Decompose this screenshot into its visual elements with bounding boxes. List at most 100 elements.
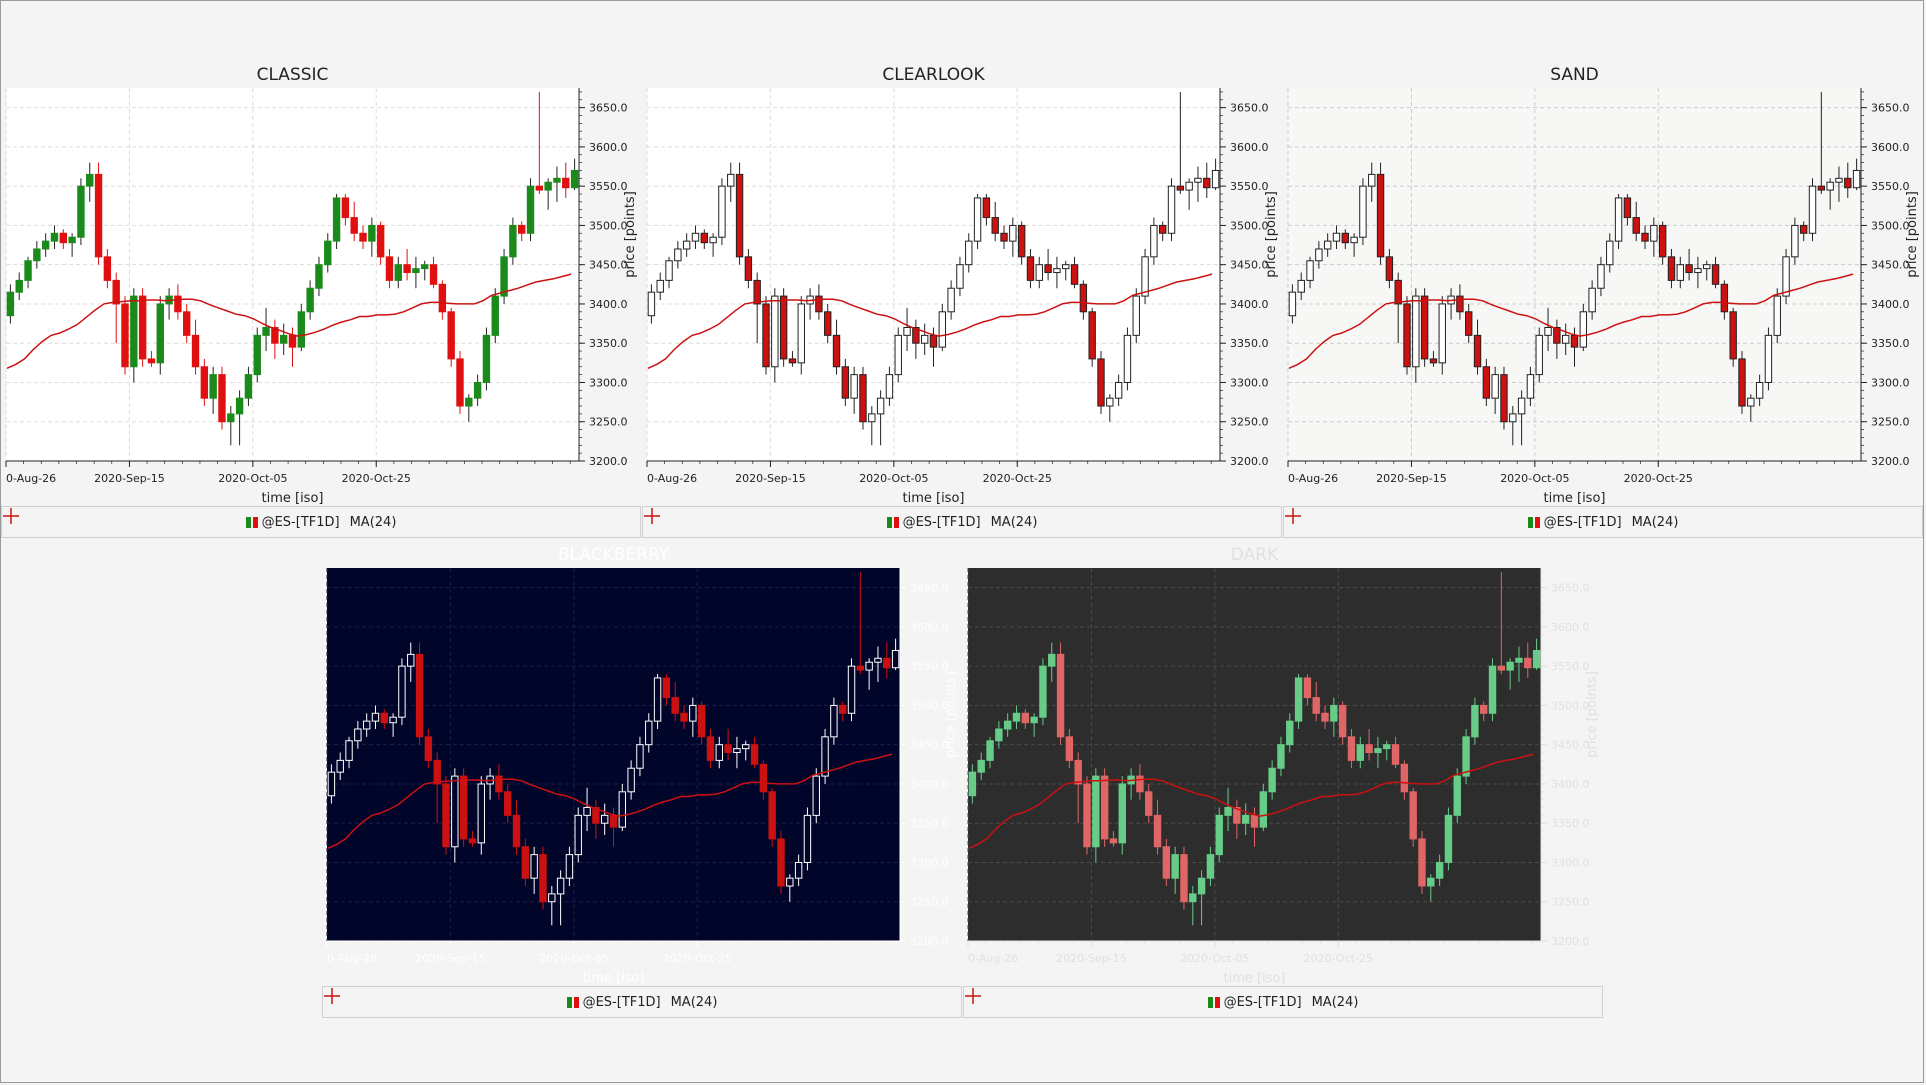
candle[interactable]	[103, 248, 112, 289]
candle[interactable]	[1517, 390, 1526, 446]
candle[interactable]	[1000, 225, 1008, 249]
candle[interactable]	[504, 783, 512, 824]
candle[interactable]	[1017, 221, 1026, 265]
candle[interactable]	[618, 783, 627, 832]
candle[interactable]	[1429, 351, 1438, 367]
candle[interactable]	[271, 319, 279, 359]
candle[interactable]	[830, 697, 838, 745]
candle[interactable]	[350, 201, 358, 242]
candle[interactable]	[1588, 280, 1596, 320]
candle[interactable]	[1003, 713, 1012, 737]
candle[interactable]	[1526, 366, 1535, 407]
candle[interactable]	[556, 870, 565, 926]
candle[interactable]	[376, 221, 385, 265]
candle[interactable]	[1097, 351, 1105, 414]
candle[interactable]	[786, 874, 794, 902]
candle[interactable]	[1532, 638, 1541, 671]
candle[interactable]	[407, 642, 415, 682]
candle[interactable]	[174, 284, 182, 320]
candle[interactable]	[1844, 162, 1852, 198]
candle[interactable]	[465, 394, 473, 422]
candle[interactable]	[1185, 178, 1193, 210]
candle[interactable]	[332, 194, 341, 249]
candle[interactable]	[1180, 846, 1188, 910]
candle[interactable]	[447, 307, 455, 367]
candle[interactable]	[744, 248, 753, 289]
candle[interactable]	[706, 728, 715, 769]
candle[interactable]	[94, 162, 103, 265]
candle[interactable]	[1159, 221, 1167, 242]
candle[interactable]	[839, 701, 847, 722]
candle[interactable]	[753, 272, 761, 344]
candle[interactable]	[920, 323, 929, 355]
candle[interactable]	[645, 713, 653, 753]
candle[interactable]	[456, 351, 464, 414]
candle[interactable]	[733, 736, 741, 769]
candle[interactable]	[1773, 288, 1781, 344]
candle[interactable]	[200, 358, 209, 407]
candle[interactable]	[1376, 162, 1385, 265]
candle[interactable]	[570, 158, 579, 191]
candle[interactable]	[1079, 280, 1088, 320]
candle[interactable]	[86, 162, 94, 202]
candle[interactable]	[583, 787, 591, 832]
candle[interactable]	[762, 296, 770, 375]
candle[interactable]	[77, 178, 85, 246]
candle[interactable]	[1729, 307, 1737, 367]
candle[interactable]	[1711, 256, 1720, 289]
candle[interactable]	[442, 776, 450, 855]
candle[interactable]	[1394, 272, 1402, 344]
candle[interactable]	[1277, 736, 1285, 777]
candle[interactable]	[1109, 831, 1118, 847]
candle[interactable]	[727, 162, 735, 202]
candle[interactable]	[526, 178, 535, 242]
candle[interactable]	[1048, 642, 1056, 682]
candle[interactable]	[41, 233, 50, 257]
candle[interactable]	[841, 358, 850, 407]
candle[interactable]	[306, 280, 314, 320]
candle[interactable]	[473, 374, 482, 407]
candle[interactable]	[1667, 248, 1676, 289]
candle[interactable]	[362, 713, 371, 737]
candle[interactable]	[689, 697, 697, 737]
candle[interactable]	[1491, 366, 1499, 414]
candle[interactable]	[385, 248, 394, 289]
candle[interactable]	[565, 846, 574, 887]
candle[interactable]	[759, 760, 768, 800]
candle[interactable]	[1315, 241, 1323, 269]
candle[interactable]	[724, 728, 732, 761]
chart-canvas[interactable]: CLASSIC 3200.0 3250.0 3300.0 3350.0 3400.0 345…	[1, 0, 641, 506]
candle[interactable]	[832, 319, 841, 375]
candle[interactable]	[130, 288, 138, 383]
candle[interactable]	[973, 194, 982, 249]
candle[interactable]	[1685, 248, 1693, 281]
candle[interactable]	[794, 854, 803, 887]
candle[interactable]	[982, 194, 991, 226]
candle[interactable]	[1579, 303, 1588, 352]
candle[interactable]	[1500, 366, 1508, 430]
candle[interactable]	[874, 646, 882, 682]
candle[interactable]	[1332, 225, 1341, 249]
candle[interactable]	[1062, 260, 1070, 281]
candle[interactable]	[424, 728, 433, 769]
candle[interactable]	[33, 241, 41, 269]
candle[interactable]	[592, 799, 600, 839]
candle[interactable]	[1835, 166, 1843, 202]
candle[interactable]	[977, 752, 985, 781]
candle[interactable]	[1480, 701, 1488, 722]
legend-item-ma[interactable]: MA(24)	[1285, 508, 1678, 530]
candle[interactable]	[1444, 807, 1453, 871]
candle[interactable]	[1312, 681, 1320, 722]
candle[interactable]	[1338, 701, 1347, 745]
candle[interactable]	[438, 280, 447, 320]
candle[interactable]	[868, 406, 876, 446]
candle[interactable]	[1482, 358, 1491, 407]
candle[interactable]	[1106, 394, 1114, 422]
candle[interactable]	[600, 803, 609, 835]
candle[interactable]	[495, 764, 503, 800]
candle[interactable]	[1162, 838, 1171, 887]
candle[interactable]	[403, 248, 411, 281]
candle[interactable]	[850, 366, 858, 414]
candle[interactable]	[1294, 674, 1303, 729]
candle[interactable]	[1427, 874, 1435, 902]
